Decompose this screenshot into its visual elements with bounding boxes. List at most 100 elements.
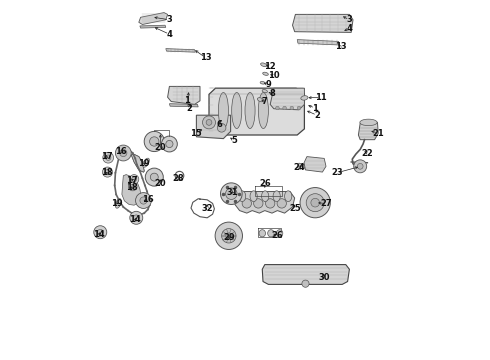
Polygon shape (270, 88, 304, 110)
Circle shape (354, 160, 367, 173)
Polygon shape (122, 175, 141, 205)
Text: 13: 13 (199, 53, 211, 62)
Ellipse shape (239, 191, 245, 202)
Circle shape (140, 197, 147, 204)
Text: 20: 20 (154, 179, 166, 188)
Text: 27: 27 (320, 199, 332, 208)
Circle shape (226, 233, 232, 239)
Circle shape (300, 188, 330, 218)
Circle shape (130, 211, 143, 224)
Circle shape (217, 123, 226, 132)
Text: 22: 22 (362, 149, 373, 158)
Circle shape (277, 199, 286, 208)
Text: 31: 31 (226, 188, 238, 197)
Ellipse shape (360, 119, 377, 126)
Ellipse shape (268, 230, 274, 237)
Circle shape (132, 177, 136, 182)
Text: 14: 14 (129, 215, 141, 224)
Ellipse shape (258, 93, 269, 129)
Circle shape (202, 116, 216, 129)
Polygon shape (168, 86, 200, 104)
Text: 7: 7 (262, 97, 268, 106)
Circle shape (225, 188, 237, 199)
Circle shape (290, 106, 294, 110)
Polygon shape (209, 88, 304, 135)
Text: 11: 11 (315, 93, 326, 102)
Circle shape (297, 106, 301, 110)
Text: 4: 4 (346, 24, 352, 33)
Text: 10: 10 (268, 71, 280, 80)
Text: 5: 5 (231, 136, 237, 145)
Circle shape (221, 229, 236, 243)
Circle shape (166, 140, 173, 148)
Circle shape (102, 167, 113, 177)
Text: 3: 3 (346, 15, 352, 24)
Ellipse shape (301, 96, 308, 100)
Text: 26: 26 (259, 179, 270, 188)
Text: 12: 12 (264, 62, 276, 71)
Circle shape (144, 131, 164, 152)
Circle shape (116, 145, 131, 161)
Circle shape (357, 163, 363, 169)
Ellipse shape (219, 93, 228, 129)
Text: 26: 26 (271, 231, 283, 240)
Ellipse shape (259, 230, 266, 237)
Text: 23: 23 (331, 168, 343, 177)
Text: 2: 2 (314, 111, 320, 120)
Text: 20: 20 (154, 143, 166, 152)
Text: 16: 16 (115, 147, 127, 156)
Ellipse shape (261, 63, 267, 67)
Text: 24: 24 (293, 163, 305, 172)
Circle shape (98, 229, 103, 235)
Ellipse shape (262, 191, 269, 202)
Ellipse shape (245, 93, 255, 129)
Circle shape (311, 198, 319, 207)
Text: 13: 13 (335, 42, 346, 51)
Text: 32: 32 (201, 204, 213, 213)
Text: 19: 19 (111, 199, 123, 208)
Circle shape (103, 152, 114, 163)
Text: 28: 28 (172, 174, 184, 183)
Text: 18: 18 (126, 183, 137, 192)
Circle shape (136, 193, 151, 208)
Text: 14: 14 (93, 230, 105, 239)
Text: 25: 25 (290, 204, 301, 213)
Text: 15: 15 (191, 129, 202, 138)
Circle shape (283, 106, 286, 110)
Ellipse shape (232, 93, 242, 129)
Polygon shape (358, 122, 378, 140)
Circle shape (133, 215, 139, 221)
Text: 21: 21 (372, 129, 384, 138)
Text: 19: 19 (138, 159, 150, 168)
Text: 4: 4 (167, 30, 172, 39)
Polygon shape (304, 157, 326, 172)
Ellipse shape (263, 72, 269, 75)
Ellipse shape (250, 191, 257, 202)
Text: 1: 1 (312, 104, 318, 113)
Text: 17: 17 (100, 152, 112, 161)
Circle shape (302, 280, 309, 287)
Circle shape (206, 120, 212, 125)
Circle shape (94, 226, 107, 239)
Polygon shape (139, 13, 168, 24)
Circle shape (162, 136, 177, 152)
Polygon shape (235, 192, 294, 213)
Ellipse shape (285, 191, 292, 202)
Ellipse shape (262, 90, 268, 93)
Polygon shape (140, 25, 166, 28)
Circle shape (128, 182, 137, 191)
Circle shape (130, 184, 135, 189)
Polygon shape (293, 14, 353, 32)
Text: 9: 9 (266, 80, 271, 89)
Text: 17: 17 (126, 176, 137, 185)
Circle shape (150, 173, 158, 181)
Polygon shape (297, 40, 339, 45)
Polygon shape (262, 265, 349, 284)
Circle shape (120, 149, 127, 157)
Polygon shape (297, 163, 305, 169)
Text: 6: 6 (217, 120, 223, 129)
Ellipse shape (276, 230, 283, 237)
Ellipse shape (143, 158, 149, 167)
Text: 8: 8 (269, 89, 275, 98)
Text: 1: 1 (184, 96, 190, 105)
